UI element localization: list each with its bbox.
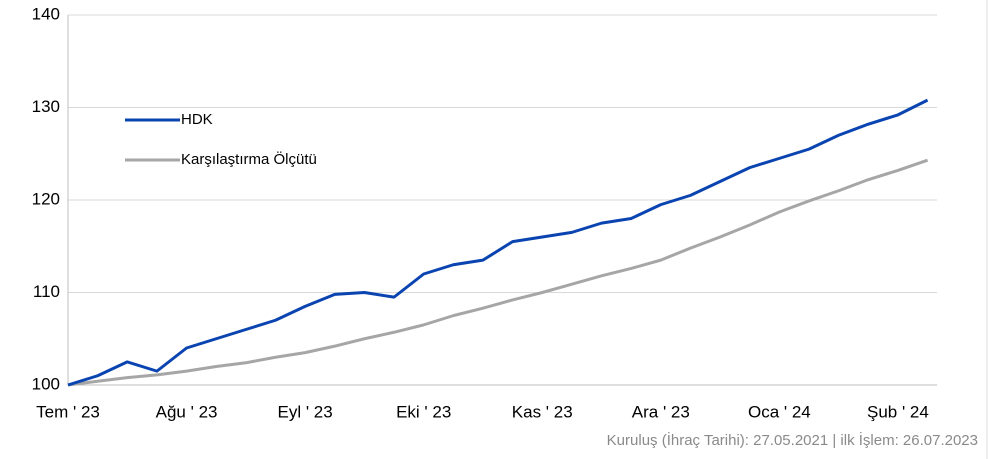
series-line [67, 158, 929, 387]
x-tick-label: Eyl ' 23 [278, 402, 333, 421]
x-tick-label: Eki ' 23 [396, 402, 451, 421]
x-tick-label: Ara ' 23 [632, 402, 690, 421]
x-tick-label: Şub ' 24 [867, 402, 929, 421]
y-tick-label: 110 [33, 282, 60, 301]
x-tick-label: Oca ' 24 [748, 402, 811, 421]
legend-label: HDK [181, 111, 213, 128]
x-tick-label: Ağu ' 23 [156, 402, 218, 421]
y-tick-label: 100 [32, 374, 60, 393]
y-tick-label: 120 [32, 189, 60, 208]
series-line [67, 98, 929, 387]
x-tick-label: Tem ' 23 [36, 402, 100, 421]
y-tick-label: 130 [32, 97, 60, 116]
footnote: Kuruluş (İhraç Tarihi): 27.05.2021 | ilk… [607, 431, 978, 449]
legend-label: Karşılaştırma Ölçütü [181, 150, 317, 168]
y-tick-label: 140 [32, 4, 60, 23]
x-tick-label: Kas ' 23 [512, 402, 573, 421]
